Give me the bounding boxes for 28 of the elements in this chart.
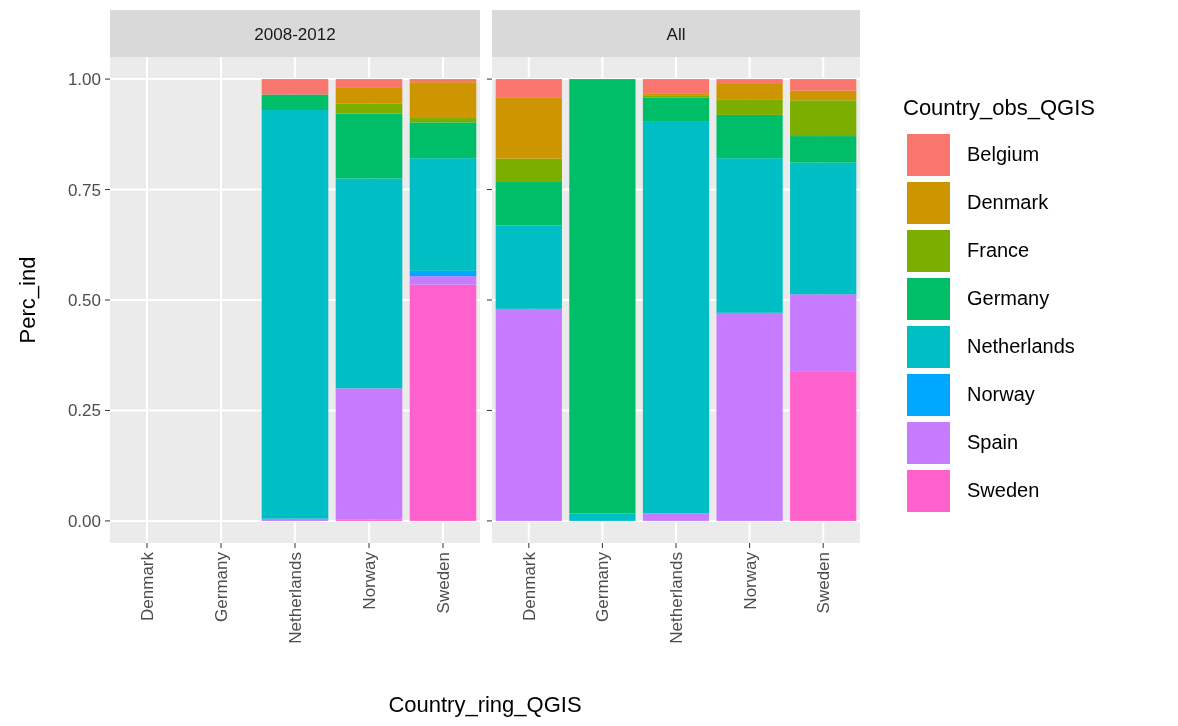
legend-label: Spain [967, 431, 1019, 453]
x-tick-label: Germany [212, 551, 231, 622]
y-tick-label: 0.25 [67, 401, 101, 421]
chart-title: All [666, 24, 686, 44]
legend-title: Country_obs_QGIS [903, 95, 1095, 120]
x-tick-label: Netherlands [667, 552, 686, 644]
y-tick-label: 0.50 [67, 291, 101, 310]
y-tick-label: 0.75 [67, 180, 101, 200]
x-tick-label: Norway [360, 551, 379, 610]
x-tick-label: Sweden [434, 552, 453, 614]
y-tick-label: 1.00 [67, 70, 101, 90]
y-axis-title: Perc_ind [15, 256, 40, 344]
x-tick-label: Norway [740, 551, 760, 610]
legend-label: Netherlands [967, 335, 1075, 357]
legend-label: Belgium [967, 143, 1040, 165]
x-axis-title: Country_ring_QGIS [388, 692, 582, 717]
legend-label: Denmark [967, 191, 1050, 213]
legend-label: Germany [967, 287, 1050, 309]
x-tick-label: Denmark [519, 551, 539, 621]
x-tick-label: Germany [593, 551, 613, 622]
legend-label: France [967, 239, 1030, 261]
chart-title: 2008-2012 [254, 24, 336, 44]
legend-label: Norway [967, 383, 1035, 405]
y-tick-label: 0.00 [67, 511, 101, 531]
legend-label: Sweden [967, 479, 1040, 501]
x-tick-label: Denmark [138, 551, 157, 621]
x-tick-label: Sweden [814, 552, 834, 614]
x-tick-label: Netherlands [286, 552, 305, 644]
